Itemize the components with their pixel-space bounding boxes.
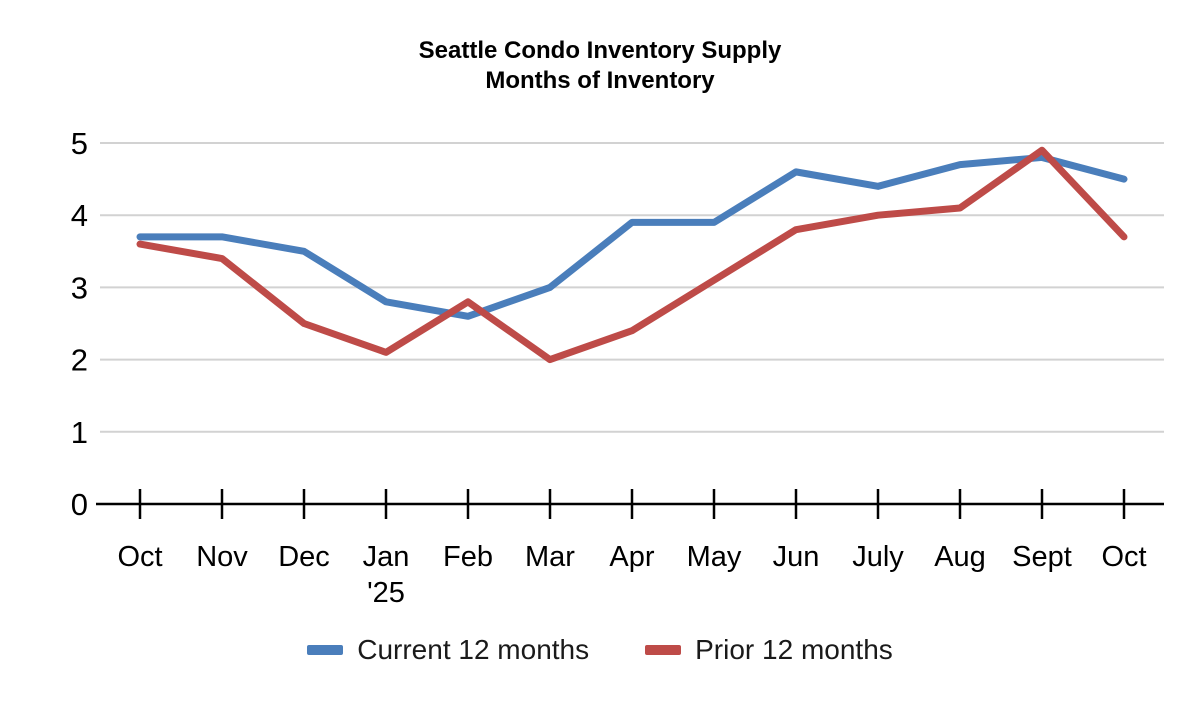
y-axis-label: 3 (71, 270, 88, 305)
x-axis-label: Sept (1012, 541, 1072, 573)
series-line-prior-12-months (136, 146, 1128, 364)
x-axis-year-label: '25 (367, 577, 405, 609)
chart-subtitle: Months of Inventory (485, 67, 715, 94)
x-axis-label: Dec (278, 541, 330, 573)
x-axis-label: Nov (196, 541, 248, 573)
line-chart-plot-area: 0 1 2 3 4 5 Oct Nov Dec Jan Feb Mar Apr May Jun July Aug… (71, 126, 1164, 609)
x-axis-label: Oct (1101, 541, 1146, 573)
x-axis-label: May (687, 541, 742, 573)
x-axis-label: Jan (363, 541, 410, 573)
chart-title-block: Seattle Condo Inventory Supply Months of… (0, 36, 1200, 96)
x-axis-label: Jun (773, 541, 820, 573)
legend-item-current: Current 12 months (307, 634, 589, 666)
series-line-current-12-months (136, 153, 1128, 320)
y-axis-label: 2 (71, 343, 88, 378)
y-axis-label: 0 (71, 487, 88, 522)
x-axis-label: Aug (934, 541, 986, 573)
chart-title: Seattle Condo Inventory Supply (418, 37, 782, 64)
y-axis-label: 4 (71, 198, 88, 233)
x-axis-label: Apr (609, 541, 654, 573)
x-axis-label: Oct (117, 541, 162, 573)
legend-item-prior: Prior 12 months (645, 634, 893, 666)
legend-label-prior: Prior 12 months (695, 634, 893, 665)
x-axis-label: July (852, 541, 904, 573)
chart-legend: Current 12 months Prior 12 months (0, 634, 1200, 666)
y-axis-label: 1 (71, 415, 88, 450)
x-axis-label: Feb (443, 541, 493, 573)
legend-swatch-current (307, 645, 344, 655)
y-axis-label: 5 (71, 126, 88, 161)
legend-swatch-prior (645, 645, 682, 655)
legend-label-current: Current 12 months (357, 634, 590, 665)
x-axis-label: Mar (525, 541, 575, 573)
